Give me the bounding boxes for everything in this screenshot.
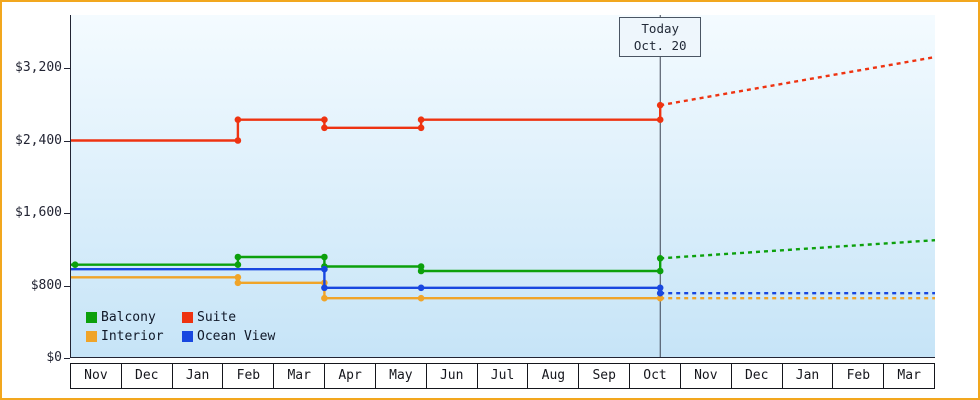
legend-label: Interior: [101, 329, 164, 344]
data-point-suite: [656, 116, 664, 123]
legend-item-ocean-view: Ocean View: [182, 329, 275, 344]
data-point-ocean-view: [417, 284, 425, 292]
today-label-box: Today Oct. 20: [619, 17, 702, 57]
legend-swatch-icon: [86, 312, 97, 323]
y-axis-label: $1,600: [15, 205, 62, 220]
series-line-suite: [70, 105, 662, 142]
x-axis-month-row: Nov Dec Jan Feb Mar Apr May Jun Jul Aug Sep Oct Nov D…: [70, 363, 936, 389]
data-point-interior: [234, 279, 242, 287]
month-cell: Feb: [222, 363, 275, 389]
data-point-balcony: [656, 267, 664, 275]
data-point-balcony: [656, 255, 664, 262]
today-label-line2: Oct. 20: [633, 38, 687, 53]
month-cell: Dec: [120, 363, 173, 389]
legend-item-suite: Suite: [182, 310, 275, 325]
data-point-ocean-view: [321, 284, 328, 292]
data-point-interior: [417, 294, 425, 302]
data-point-suite: [417, 124, 425, 132]
data-point-balcony: [321, 253, 328, 261]
month-cell: Nov: [70, 363, 122, 389]
y-axis-label: $800: [30, 277, 62, 293]
y-axis-label: $3,200: [15, 60, 62, 75]
y-axis-label: $2,400: [15, 132, 62, 148]
legend-swatch-icon: [86, 331, 97, 342]
data-point-suite: [417, 116, 425, 123]
month-cell: Jan: [781, 363, 834, 389]
y-axis-tick: [64, 140, 70, 142]
month-cell: Sep: [578, 363, 631, 389]
data-point-interior: [656, 294, 664, 302]
month-cell: Mar: [273, 363, 326, 389]
legend-item-balcony: Balcony: [86, 310, 182, 325]
y-axis-label: $0: [46, 350, 62, 365]
month-cell: Jan: [171, 363, 224, 389]
plot-area: [70, 15, 936, 358]
month-cell: Jun: [425, 363, 478, 389]
data-point-balcony: [417, 267, 425, 275]
series-line-ocean-view: [70, 267, 662, 294]
month-cell: Oct: [629, 363, 681, 389]
legend-swatch-icon: [182, 312, 193, 323]
month-cell: Nov: [679, 363, 732, 389]
data-point-interior: [321, 294, 328, 302]
month-cell: Feb: [832, 363, 885, 389]
month-cell: May: [374, 363, 427, 389]
price-history-chart: [70, 15, 936, 358]
month-cell: Dec: [730, 363, 783, 389]
y-axis-tick: [64, 68, 70, 69]
legend-label: Balcony: [101, 310, 156, 325]
legend: Balcony Suite Interior Ocean View: [86, 310, 275, 344]
data-point-balcony: [71, 261, 79, 268]
data-point-suite: [321, 116, 328, 123]
today-label-line1: Today: [641, 21, 680, 36]
series-forecast-balcony: [660, 239, 936, 260]
legend-label: Ocean View: [197, 329, 276, 344]
series-forecast-suite: [659, 55, 936, 107]
data-point-balcony: [234, 261, 242, 268]
y-axis-tick: [64, 358, 70, 359]
data-point-ocean-view: [656, 289, 664, 297]
legend-label: Suite: [197, 310, 237, 325]
month-cell: Mar: [883, 363, 936, 389]
data-point-suite: [321, 124, 328, 132]
legend-swatch-icon: [182, 331, 193, 342]
month-cell: Aug: [527, 363, 580, 389]
data-point-suite: [234, 137, 242, 144]
data-point-suite: [656, 101, 664, 109]
series-line-interior: [70, 276, 661, 300]
data-point-ocean-view: [656, 284, 664, 292]
month-cell: Jul: [476, 363, 529, 389]
y-axis-tick: [64, 285, 70, 287]
data-point-suite: [234, 116, 242, 123]
data-point-interior: [234, 274, 242, 281]
data-point-ocean-view: [321, 265, 328, 273]
legend-item-interior: Interior: [86, 329, 182, 344]
data-point-balcony: [234, 253, 242, 261]
month-cell: Apr: [324, 363, 376, 389]
y-axis-tick: [64, 213, 70, 214]
